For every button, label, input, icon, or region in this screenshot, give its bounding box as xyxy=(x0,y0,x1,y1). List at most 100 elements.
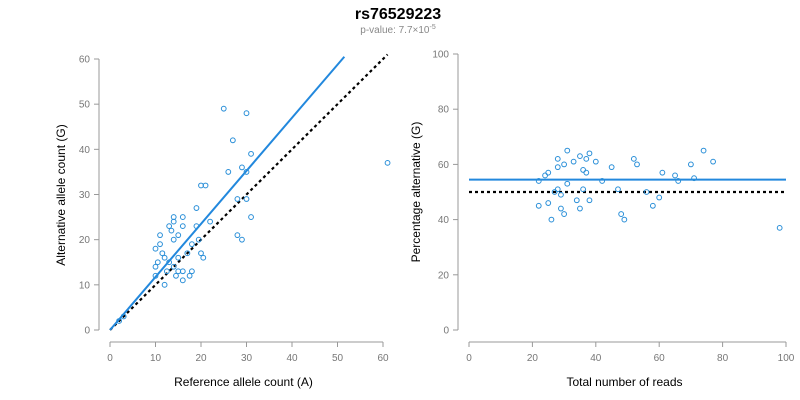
allele-count-data-point xyxy=(166,223,173,230)
p-value-text: p-value: 7.7×10 xyxy=(360,25,430,36)
percentage-x-tick-label: 80 xyxy=(717,353,729,364)
percentage-data-point xyxy=(554,164,561,171)
percentage-data-point xyxy=(583,169,590,176)
allele-count-y-tick-label: 60 xyxy=(79,55,91,66)
allele-count-data-point xyxy=(248,150,254,157)
allele-count-x-tick-label: 10 xyxy=(150,353,162,364)
allele-count-data-point xyxy=(159,250,166,257)
allele-count-x-tick-label: 60 xyxy=(377,353,389,364)
percentage-data-point xyxy=(630,155,637,162)
percentage-data-point xyxy=(592,158,599,165)
allele-count-data-point xyxy=(220,105,227,112)
allele-count-data-point xyxy=(248,214,254,220)
percentage-data-point xyxy=(599,178,606,184)
p-value-exponent: -5 xyxy=(429,24,435,31)
percentage-marks xyxy=(469,147,786,231)
allele-count-data-point xyxy=(157,232,163,239)
allele-count-panel: 0 10 20 30 40 50 60 0 10 20 30 40 50 60 Reference all… xyxy=(54,53,391,389)
allele-count-data-point xyxy=(179,214,186,220)
allele-count-y-tick-label: 50 xyxy=(79,100,91,111)
allele-count-x-label: Reference allele count (A) xyxy=(174,375,313,389)
percentage-x-tick-label: 60 xyxy=(654,353,666,364)
percentage-data-point xyxy=(700,147,707,154)
allele-count-data-point xyxy=(175,232,182,239)
allele-count-y-tick-label: 30 xyxy=(79,190,91,201)
percentage-data-point xyxy=(564,147,571,154)
allele-count-x-tick-label: 20 xyxy=(195,353,207,364)
percentage-data-point xyxy=(573,197,580,204)
allele-count-data-point xyxy=(207,218,214,225)
allele-count-x-tick-label: 30 xyxy=(241,353,253,364)
allele-count-x-tick-label: 0 xyxy=(107,353,113,364)
allele-count-y-label: Alternative allele count (G) xyxy=(54,124,68,265)
percentage-y-tick-label: 100 xyxy=(432,50,449,61)
allele-count-data-point xyxy=(202,182,209,189)
percentage-x-tick-label: 20 xyxy=(527,353,539,364)
allele-count-data-point xyxy=(384,159,391,166)
percentage-data-point xyxy=(586,197,593,204)
allele-count-data-point xyxy=(189,241,195,248)
percentage-data-point xyxy=(776,224,783,231)
allele-count-marks xyxy=(109,53,391,331)
percentage-data-point xyxy=(577,205,583,212)
percentage-y-tick-label: 60 xyxy=(438,160,450,171)
percentage-data-point xyxy=(675,178,682,184)
allele-count-data-point xyxy=(184,250,191,257)
allele-count-axes: 0 10 20 30 40 50 60 0 10 20 30 40 50 60 xyxy=(79,55,389,365)
allele-count-data-point xyxy=(170,236,177,243)
chart-title: rs76529223 xyxy=(355,6,441,23)
allele-count-data-point xyxy=(225,169,232,175)
percentage-y-tick-label: 0 xyxy=(443,326,449,337)
allele-count-fit-line xyxy=(109,56,346,331)
percentage-x-tick-label: 100 xyxy=(778,353,795,364)
allele-count-data-point xyxy=(163,268,170,275)
percentage-data-point xyxy=(535,202,542,209)
allele-count-data-point xyxy=(186,272,193,279)
allele-count-x-tick-label: 50 xyxy=(332,353,344,364)
percentage-y-tick-label: 40 xyxy=(438,215,450,226)
percentage-data-point xyxy=(621,216,628,223)
percentage-data-point xyxy=(558,205,564,212)
percentage-data-point xyxy=(580,167,587,173)
allele-count-data-point xyxy=(243,196,250,202)
percentage-data-point xyxy=(643,189,650,195)
allele-count-y-tick-label: 40 xyxy=(79,145,91,156)
allele-count-data-point xyxy=(189,268,195,275)
percentage-y-tick-label: 80 xyxy=(438,105,450,116)
allele-count-data-point xyxy=(120,313,127,320)
allele-count-reference-line xyxy=(109,53,389,331)
allele-count-data-point xyxy=(161,281,168,288)
percentage-data-point xyxy=(615,186,621,193)
allele-count-data-point xyxy=(179,277,186,284)
allele-count-data-point xyxy=(170,263,177,270)
percentage-data-point xyxy=(561,161,567,168)
allele-count-data-point xyxy=(200,254,207,261)
allele-count-data-point xyxy=(152,272,159,279)
percentage-data-point xyxy=(580,186,587,193)
percentage-panel: 0 20 40 60 80 100 0 20 40 60 80 100 Total number of… xyxy=(409,50,795,390)
percentage-data-point xyxy=(656,194,663,201)
percentage-data-point xyxy=(672,172,678,179)
allele-count-data-point xyxy=(234,196,241,202)
percentage-data-point xyxy=(659,169,666,176)
allele-count-data-point xyxy=(193,205,200,211)
allele-count-data-point xyxy=(239,164,245,171)
allele-count-data-point xyxy=(229,137,236,144)
percentage-data-point xyxy=(558,191,564,198)
percentage-data-point xyxy=(586,150,593,157)
allele-count-data-point xyxy=(239,236,245,243)
allele-count-data-point xyxy=(179,268,186,275)
percentage-data-point xyxy=(710,158,716,165)
allele-count-data-point xyxy=(175,254,182,261)
allele-count-data-point xyxy=(154,259,161,266)
allele-count-data-point xyxy=(157,241,163,248)
percentage-y-label: Percentage alternative (G) xyxy=(409,122,423,263)
allele-count-data-point xyxy=(166,259,173,266)
percentage-data-point xyxy=(691,175,697,182)
percentage-axes: 0 20 40 60 80 100 0 20 40 60 80 100 xyxy=(432,50,794,365)
percentage-data-point xyxy=(548,216,555,223)
percentage-data-point xyxy=(564,180,571,187)
allele-count-data-point xyxy=(152,263,159,270)
percentage-y-tick-label: 20 xyxy=(438,270,450,281)
percentage-data-point xyxy=(570,158,577,165)
